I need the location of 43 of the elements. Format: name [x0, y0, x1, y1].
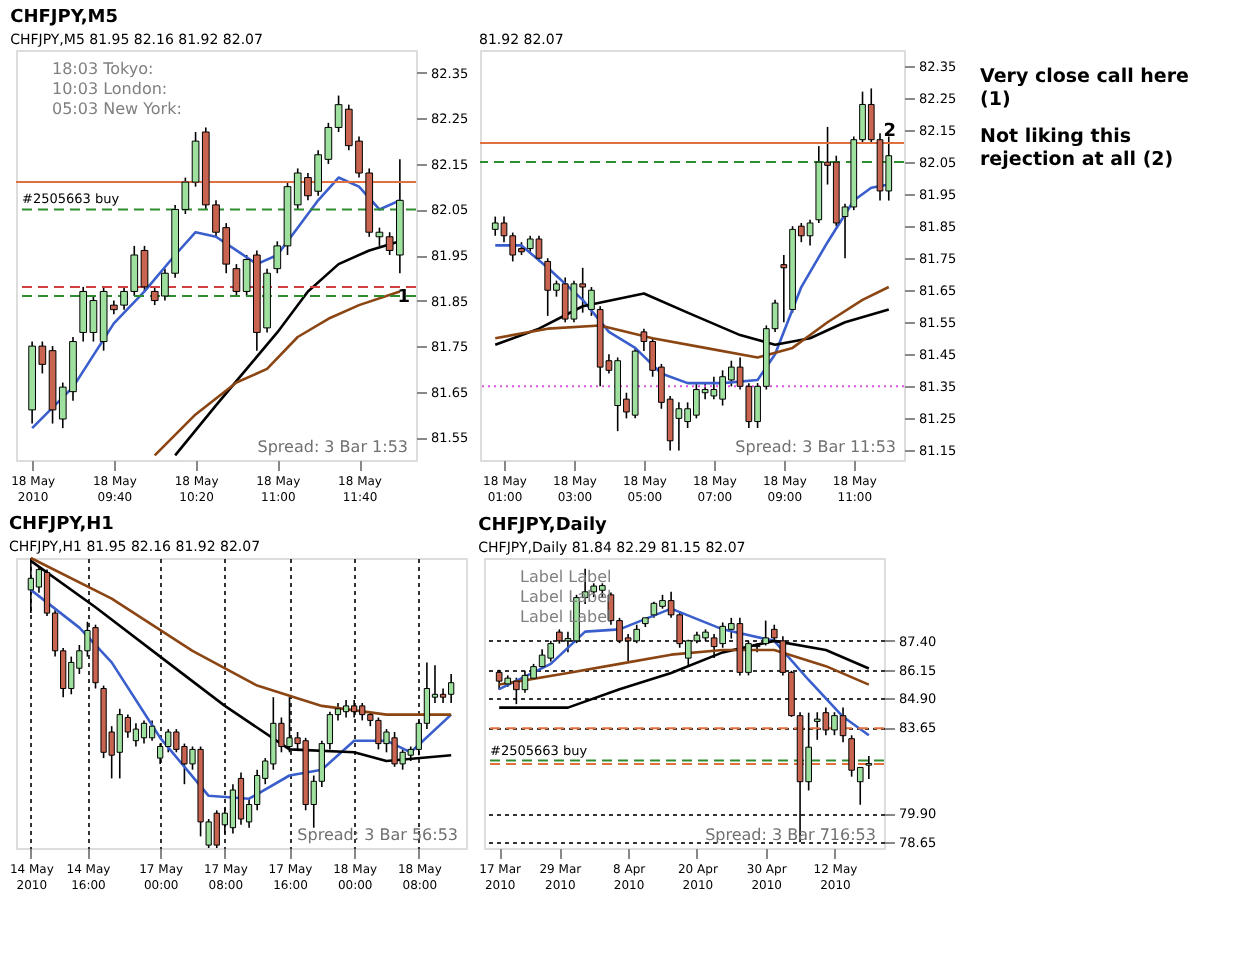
candlestick	[375, 716, 382, 751]
annotation: 1	[397, 288, 411, 308]
candlestick	[491, 215, 499, 237]
chart-title: CHFJPY,H1	[8, 514, 114, 535]
annotation: 05:03 New York:	[52, 100, 182, 118]
candlestick	[165, 728, 172, 754]
candlestick	[822, 706, 830, 737]
candlestick	[813, 711, 821, 741]
candlestick	[229, 783, 237, 835]
annotation: 10:03 London:	[52, 80, 168, 98]
text: Not liking this rejection at all (2)	[980, 126, 1174, 171]
annotation: Spread: 3 Bar 11:53	[735, 438, 896, 456]
annotation: Spread: 3 Bar 1:53	[257, 438, 408, 456]
annotation: Spread: 3 Bar 56:53	[297, 826, 458, 844]
candlestick	[286, 696, 293, 754]
candlestick	[148, 719, 156, 742]
candlestick	[140, 719, 148, 745]
candlestick	[675, 401, 683, 452]
chart-title: CHFJPY,M5	[10, 8, 118, 28]
candlestick	[885, 135, 893, 202]
candlestick	[535, 234, 543, 263]
candlestick	[839, 706, 847, 743]
candlestick	[865, 755, 873, 780]
candlestick	[633, 623, 641, 644]
chart-title: CHFJPY,Daily	[478, 516, 608, 536]
candlestick	[213, 809, 220, 849]
candlestick	[547, 640, 555, 663]
candlestick	[68, 655, 75, 696]
candlestick	[544, 257, 552, 317]
annotation: 2	[883, 122, 896, 142]
candlestick	[521, 669, 529, 694]
line-series	[493, 285, 891, 359]
candlestick	[116, 708, 123, 780]
candlestick	[237, 771, 245, 826]
line-series	[497, 648, 871, 686]
annotation: 18:03 Tokyo:	[52, 60, 154, 78]
candlestick	[495, 668, 503, 691]
candlestick	[805, 711, 812, 792]
candlestick	[710, 375, 718, 400]
candlestick	[806, 218, 814, 247]
candlestick	[132, 722, 140, 748]
candlestick	[448, 673, 455, 704]
text: Very close call here (1)	[980, 66, 1189, 111]
